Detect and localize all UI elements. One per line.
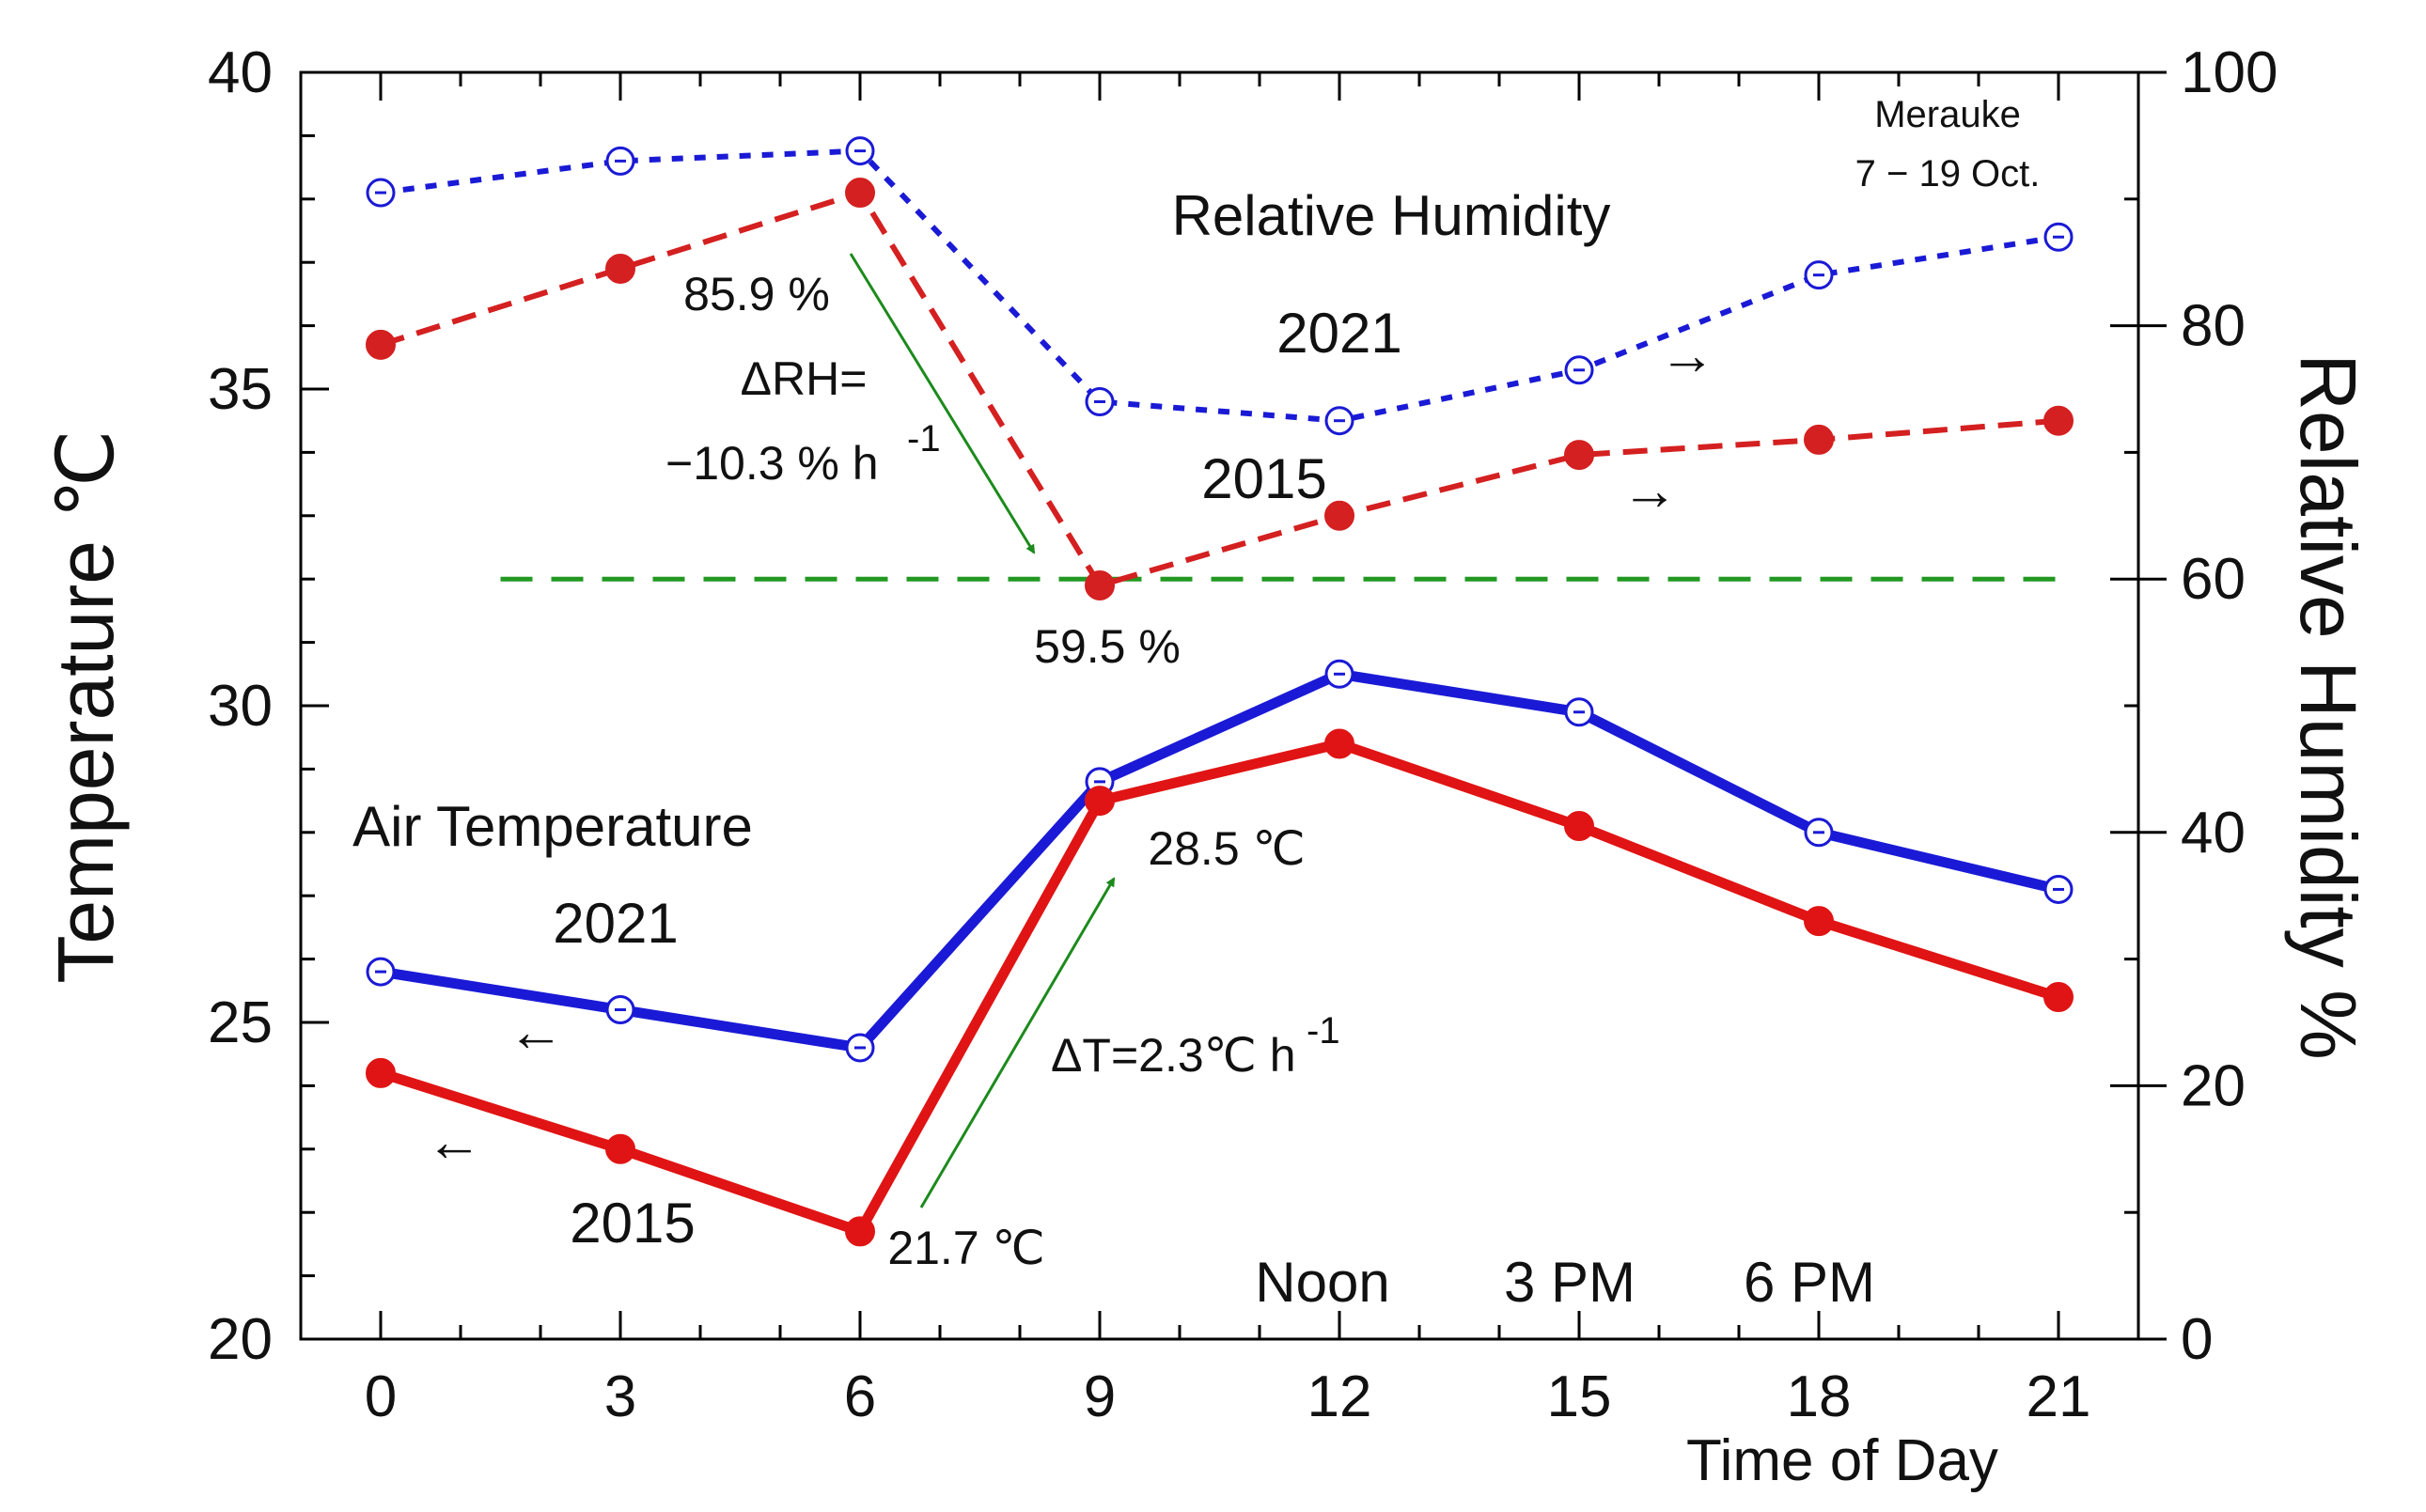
3pm-label: 3 PM <box>1504 1251 1636 1314</box>
rh-2021-axis-arrow: → <box>1659 323 1715 386</box>
plot-frame <box>299 70 2140 1341</box>
y-left-tick-label: 30 <box>208 674 273 739</box>
rh-2015-axis-arrow: → <box>1621 459 1678 522</box>
data-point <box>1564 440 1594 471</box>
x-tick-label: 6 <box>844 1364 876 1429</box>
x-tick-label: 12 <box>1307 1364 1372 1429</box>
series-1 <box>366 728 2074 1247</box>
rh-rate-exponent: -1 <box>907 418 941 460</box>
at-2015-axis-arrow: ← <box>426 1110 482 1173</box>
t-rate-exponent: -1 <box>1307 1010 1340 1052</box>
y-right-tick-label: 100 <box>2181 40 2277 105</box>
y-right-tick-label: 20 <box>2181 1053 2246 1118</box>
t-high-label: 28.5 ℃ <box>1148 822 1305 875</box>
y-left-tick-label: 40 <box>208 40 273 105</box>
data-point <box>1324 500 1354 531</box>
6pm-label: 6 PM <box>1744 1251 1875 1314</box>
x-tick-label: 18 <box>1787 1364 1852 1429</box>
data-point <box>1324 728 1354 759</box>
x-tick-label: 3 <box>604 1364 636 1429</box>
data-point <box>605 253 635 284</box>
x-tick-label: 9 <box>1084 1364 1116 1429</box>
series-0 <box>366 659 2074 1063</box>
rh-title-label: Relative Humidity <box>1172 184 1611 247</box>
x-tick-label: 15 <box>1547 1364 1612 1429</box>
series-line <box>379 738 2060 1237</box>
series-layer <box>366 136 2074 1247</box>
y-axis-left-title: Temperature ℃ <box>41 429 130 983</box>
rh-2021-label: 2021 <box>1276 302 1401 365</box>
y-axis-right-title: Relative Humidity % <box>2284 353 2372 1060</box>
noon-label: Noon <box>1255 1251 1389 1314</box>
y-left-tick-label: 20 <box>208 1307 273 1372</box>
series-line <box>380 668 2060 1053</box>
data-point <box>2043 405 2074 436</box>
t-rate-value: ΔT=2.3℃ h <box>1051 1029 1296 1082</box>
axis-ticks <box>301 70 2167 1341</box>
y-left-tick-label: 35 <box>208 357 273 422</box>
at-title-label: Air Temperature <box>352 795 753 858</box>
data-point <box>1804 906 1834 937</box>
y-right-tick-label: 40 <box>2181 801 2246 865</box>
location-label: Merauke <box>1874 94 2021 135</box>
rh-rate-arrow <box>849 253 1036 554</box>
rh-2015-label: 2015 <box>1201 447 1326 510</box>
t-low-label: 21.7 ℃ <box>887 1222 1044 1274</box>
y-left-tick-label: 25 <box>208 990 273 1055</box>
series-line <box>380 190 2059 588</box>
data-point <box>366 329 396 360</box>
data-point <box>605 1133 635 1164</box>
data-point <box>1085 569 1115 600</box>
series-line <box>380 148 2059 424</box>
data-point <box>366 1057 396 1088</box>
data-point <box>845 178 875 209</box>
y-right-tick-label: 60 <box>2181 547 2246 612</box>
at-2021-label: 2021 <box>553 892 678 955</box>
series-3 <box>366 178 2074 600</box>
at-2021-axis-arrow: ← <box>508 1000 564 1063</box>
x-tick-label: 21 <box>2027 1364 2091 1429</box>
at-2015-label: 2015 <box>570 1192 695 1255</box>
tick-labels: 0 3 6 9 12 15 18 21 20 25 30 35 40 0 20 40 60 80 100 <box>208 40 2277 1429</box>
rh-rate-value: −10.3 % h <box>665 437 879 490</box>
data-point <box>845 1216 875 1247</box>
t-rate-arrow <box>919 877 1116 1208</box>
series-2 <box>366 136 2074 436</box>
y-right-tick-label: 0 <box>2181 1307 2213 1372</box>
period-label: 7 − 19 Oct. <box>1855 153 2041 195</box>
x-axis-title: Time of Day <box>1686 1428 1998 1493</box>
data-point <box>1085 786 1115 817</box>
data-point <box>1564 811 1594 842</box>
rh-high-label: 85.9 % <box>683 268 830 320</box>
rh-low-label: 59.5 % <box>1034 620 1181 673</box>
data-point <box>2043 982 2074 1013</box>
x-tick-label: 0 <box>365 1364 397 1429</box>
y-right-tick-label: 80 <box>2181 294 2246 359</box>
rh-rate-label: ΔRH= <box>741 352 868 405</box>
data-point <box>1804 424 1834 455</box>
